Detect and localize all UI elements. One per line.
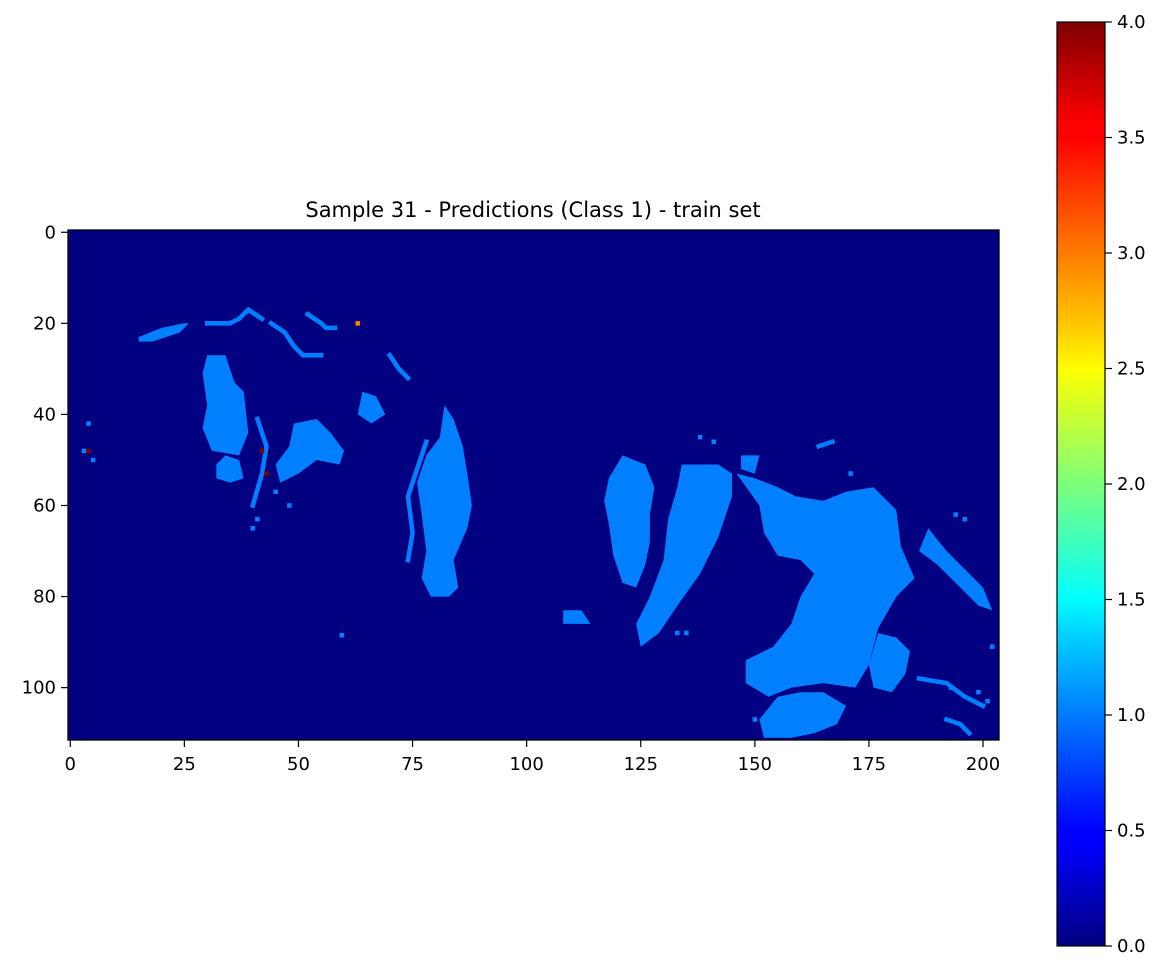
x-axis: 0 25 50 75 100 125 150 175 200	[65, 740, 1000, 775]
prediction-pixel	[287, 503, 292, 508]
y-tick-label: 20	[33, 313, 56, 334]
prediction-region	[636, 464, 732, 647]
colorbar: 0.0 0.5 1.0 1.5 2.0 2.5 3.0 3.5 4.0	[1056, 12, 1146, 957]
heatmap-cells	[81, 306, 1004, 738]
prediction-pixel	[989, 644, 995, 649]
prediction-region	[138, 323, 189, 342]
y-tick-label: 40	[33, 404, 56, 425]
x-tick-label: 50	[287, 754, 310, 775]
prediction-region	[604, 455, 655, 588]
x-tick-label: 25	[173, 754, 196, 775]
colorbar-tick-label: 3.0	[1117, 243, 1146, 264]
prediction-region	[759, 692, 847, 738]
colorbar-tick-label: 4.0	[1117, 12, 1146, 33]
plot-area	[67, 229, 1004, 741]
x-tick-label: 175	[852, 754, 886, 775]
x-tick-label: 75	[401, 754, 424, 775]
prediction-pixel	[976, 689, 981, 695]
prediction-pixel	[948, 685, 954, 690]
prediction-region	[216, 455, 244, 483]
colorbar-ticks: 0.0 0.5 1.0 1.5 2.0 2.5 3.0 3.5 4.0	[1105, 12, 1146, 957]
colorbar-tick-label: 3.5	[1117, 128, 1146, 149]
colorbar-gradient	[1056, 21, 1106, 947]
prediction-pixel	[355, 321, 361, 326]
prediction-region	[919, 528, 993, 611]
colorbar-tick-label: 1.5	[1117, 590, 1146, 611]
prediction-stroke	[304, 311, 338, 331]
plot-frame	[67, 229, 1000, 741]
prediction-region	[868, 633, 910, 693]
prediction-stroke	[943, 716, 973, 737]
y-tick-label: 60	[33, 495, 56, 516]
prediction-pixel	[86, 421, 91, 426]
chart-title: Sample 31 - Predictions (Class 1) - trai…	[305, 198, 760, 222]
prediction-pixel	[643, 512, 648, 517]
prediction-pixel	[90, 457, 96, 463]
prediction-pixel	[264, 471, 269, 476]
prediction-pixel	[752, 717, 758, 722]
prediction-pixel	[697, 434, 703, 440]
colorbar-tick-label: 0.5	[1117, 821, 1146, 842]
x-tick-label: 0	[65, 754, 76, 775]
prediction-pixel	[675, 630, 680, 636]
prediction-stroke	[386, 352, 412, 382]
colorbar-tick-label: 1.0	[1117, 705, 1146, 726]
prediction-region	[417, 405, 472, 597]
prediction-region	[563, 610, 591, 624]
prediction-pixel	[848, 471, 853, 476]
prediction-pixel	[255, 516, 260, 522]
colorbar-tick-label: 2.5	[1117, 359, 1146, 380]
prediction-stroke	[267, 320, 324, 358]
prediction-stroke	[815, 438, 836, 450]
prediction-pixel	[962, 516, 968, 522]
prediction-pixel	[953, 512, 958, 517]
x-tick-label: 150	[738, 754, 772, 775]
prediction-pixel	[250, 526, 256, 531]
prediction-pixel	[86, 448, 91, 454]
prediction-pixel	[684, 630, 689, 636]
x-tick-label: 125	[624, 754, 658, 775]
prediction-region	[275, 419, 345, 483]
prediction-pixel	[273, 489, 278, 495]
colorbar-tick-label: 2.0	[1117, 474, 1146, 495]
prediction-pixel	[985, 699, 990, 704]
prediction-region	[736, 473, 915, 697]
prediction-region	[339, 633, 345, 638]
prediction-pixel	[259, 448, 265, 454]
prediction-pixel	[81, 448, 87, 454]
prediction-region	[357, 391, 386, 424]
prediction-stroke	[405, 438, 430, 563]
y-tick-label: 80	[33, 587, 56, 608]
prediction-stroke	[249, 416, 269, 509]
prediction-region	[202, 355, 249, 456]
prediction-pixel	[647, 621, 653, 627]
prediction-pixel	[784, 717, 790, 722]
prediction-pixel	[711, 439, 717, 445]
x-tick-label: 100	[509, 754, 543, 775]
y-tick-label: 100	[22, 678, 56, 699]
y-axis: 0 20 40 60 80 100	[22, 222, 68, 699]
x-tick-label: 200	[966, 754, 1000, 775]
colorbar-tick-label: 0.0	[1117, 936, 1146, 957]
prediction-pixel	[999, 699, 1004, 704]
prediction-stroke	[204, 306, 266, 326]
prediction-stroke	[916, 675, 987, 709]
y-tick-label: 0	[45, 222, 56, 243]
prediction-region	[741, 455, 760, 474]
